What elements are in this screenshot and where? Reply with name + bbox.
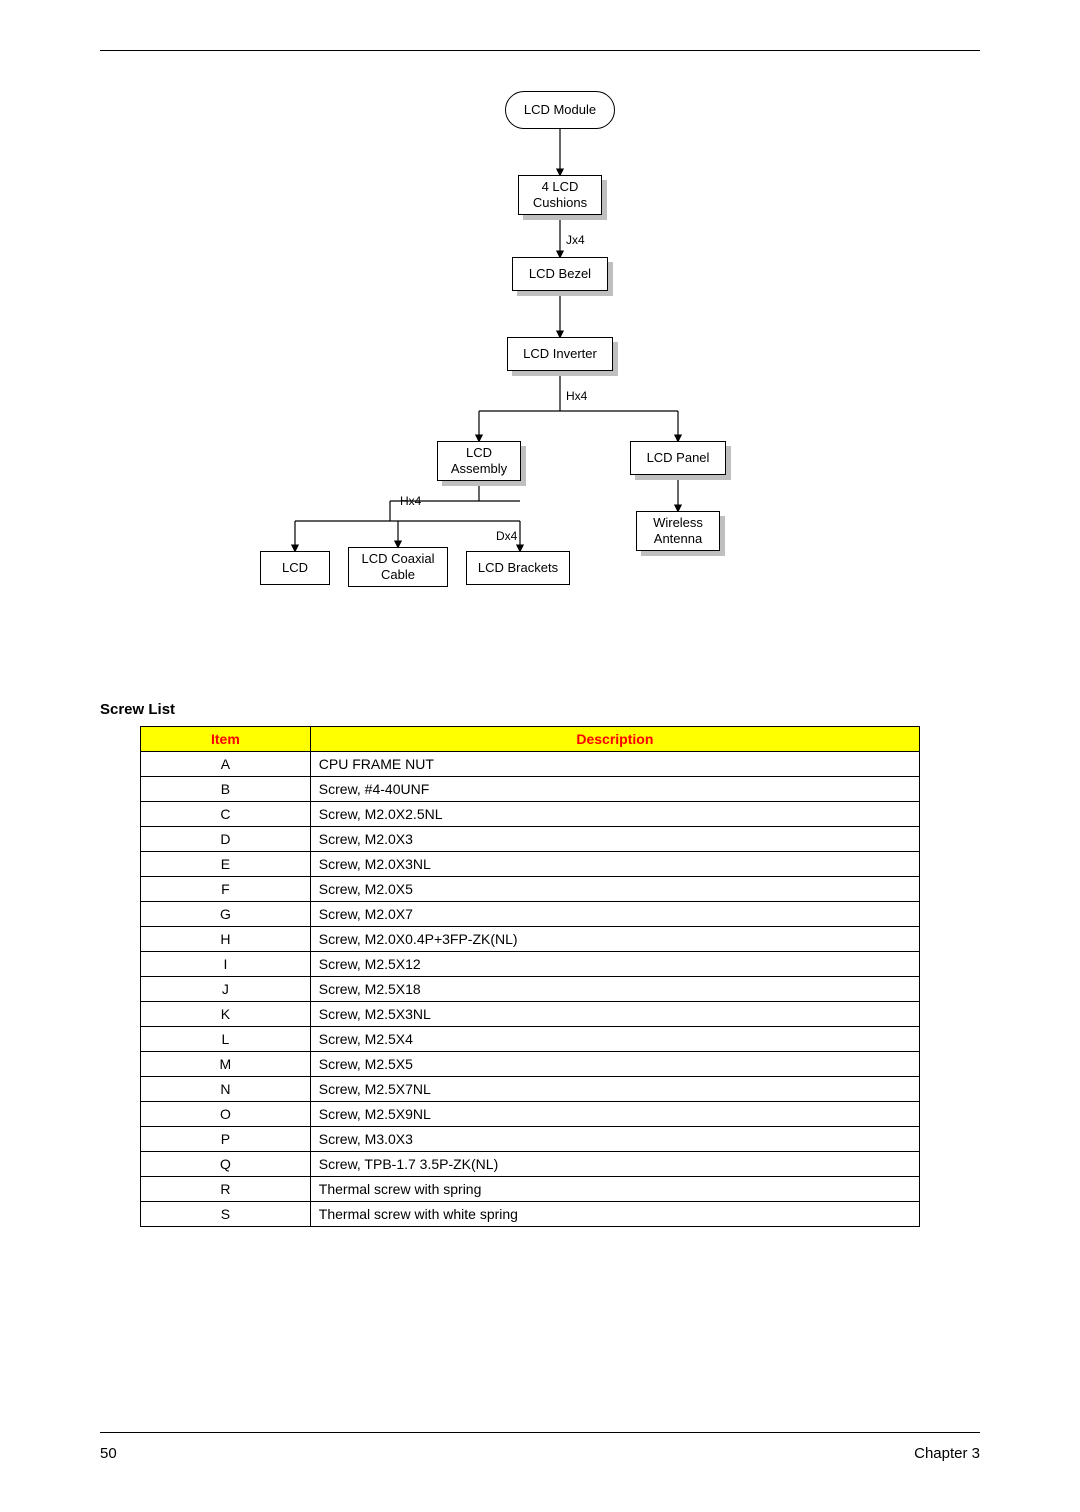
table-row: FScrew, M2.0X5	[141, 877, 920, 902]
edge-label: Jx4	[566, 233, 585, 247]
section-title: Screw List	[100, 701, 980, 718]
item-cell: C	[141, 802, 311, 827]
description-cell: Screw, M2.0X3	[310, 827, 919, 852]
node-panel: LCD Panel	[630, 441, 726, 475]
node-antenna: WirelessAntenna	[636, 511, 720, 551]
item-cell: H	[141, 927, 311, 952]
table-row: ACPU FRAME NUT	[141, 752, 920, 777]
table-row: PScrew, M3.0X3	[141, 1127, 920, 1152]
description-cell: CPU FRAME NUT	[310, 752, 919, 777]
table-row: LScrew, M2.5X4	[141, 1027, 920, 1052]
table-row: EScrew, M2.0X3NL	[141, 852, 920, 877]
page-number: 50	[100, 1445, 117, 1462]
description-cell: Screw, M2.5X3NL	[310, 1002, 919, 1027]
description-cell: Screw, TPB-1.7 3.5P-ZK(NL)	[310, 1152, 919, 1177]
item-cell: J	[141, 977, 311, 1002]
item-cell: I	[141, 952, 311, 977]
description-cell: Screw, M2.5X18	[310, 977, 919, 1002]
node-assembly: LCDAssembly	[437, 441, 521, 481]
description-cell: Thermal screw with spring	[310, 1177, 919, 1202]
item-cell: B	[141, 777, 311, 802]
node-inverter: LCD Inverter	[507, 337, 613, 371]
description-cell: Screw, M2.0X3NL	[310, 852, 919, 877]
item-cell: F	[141, 877, 311, 902]
edge-label: Hx4	[566, 389, 587, 403]
node-cushions: 4 LCDCushions	[518, 175, 602, 215]
item-cell: A	[141, 752, 311, 777]
description-cell: Screw, M2.0X0.4P+3FP-ZK(NL)	[310, 927, 919, 952]
item-cell: E	[141, 852, 311, 877]
table-row: OScrew, M2.5X9NL	[141, 1102, 920, 1127]
lcd-disassembly-flowchart: LCD Module 4 LCDCushions LCD Bezel LCD Inve…	[260, 91, 820, 671]
node-coax: LCD CoaxialCable	[348, 547, 448, 587]
item-cell: S	[141, 1202, 311, 1227]
description-cell: Screw, M2.0X5	[310, 877, 919, 902]
item-cell: Q	[141, 1152, 311, 1177]
table-row: DScrew, M2.0X3	[141, 827, 920, 852]
table-row: KScrew, M2.5X3NL	[141, 1002, 920, 1027]
table-row: CScrew, M2.0X2.5NL	[141, 802, 920, 827]
item-cell: R	[141, 1177, 311, 1202]
footer-rule	[100, 1432, 980, 1433]
chapter-label: Chapter 3	[914, 1445, 980, 1462]
table-row: NScrew, M2.5X7NL	[141, 1077, 920, 1102]
table-row: GScrew, M2.0X7	[141, 902, 920, 927]
node-brackets: LCD Brackets	[466, 551, 570, 585]
table-row: IScrew, M2.5X12	[141, 952, 920, 977]
description-cell: Screw, M2.5X12	[310, 952, 919, 977]
item-cell: N	[141, 1077, 311, 1102]
description-cell: Screw, M2.5X9NL	[310, 1102, 919, 1127]
page: LCD Module 4 LCDCushions LCD Bezel LCD Inve…	[0, 0, 1080, 1512]
table-row: BScrew, #4-40UNF	[141, 777, 920, 802]
item-cell: P	[141, 1127, 311, 1152]
item-cell: O	[141, 1102, 311, 1127]
screw-list-table: ItemDescription ACPU FRAME NUTBScrew, #4…	[140, 726, 920, 1227]
node-lcd: LCD	[260, 551, 330, 585]
description-cell: Screw, M3.0X3	[310, 1127, 919, 1152]
item-cell: L	[141, 1027, 311, 1052]
table-row: RThermal screw with spring	[141, 1177, 920, 1202]
node-lcd-module: LCD Module	[505, 91, 615, 129]
column-header: Item	[141, 727, 311, 752]
table-row: HScrew, M2.0X0.4P+3FP-ZK(NL)	[141, 927, 920, 952]
edge-label: Dx4	[496, 529, 517, 543]
item-cell: G	[141, 902, 311, 927]
top-rule	[100, 50, 980, 51]
description-cell: Screw, M2.0X7	[310, 902, 919, 927]
page-footer: 50 Chapter 3	[100, 1432, 980, 1462]
description-cell: Screw, M2.0X2.5NL	[310, 802, 919, 827]
table-row: SThermal screw with white spring	[141, 1202, 920, 1227]
description-cell: Thermal screw with white spring	[310, 1202, 919, 1227]
table-row: MScrew, M2.5X5	[141, 1052, 920, 1077]
table-row: JScrew, M2.5X18	[141, 977, 920, 1002]
item-cell: M	[141, 1052, 311, 1077]
table-header-row: ItemDescription	[141, 727, 920, 752]
item-cell: K	[141, 1002, 311, 1027]
item-cell: D	[141, 827, 311, 852]
diagram-container: LCD Module 4 LCDCushions LCD Bezel LCD Inve…	[100, 91, 980, 671]
description-cell: Screw, M2.5X5	[310, 1052, 919, 1077]
description-cell: Screw, #4-40UNF	[310, 777, 919, 802]
node-bezel: LCD Bezel	[512, 257, 608, 291]
table-row: QScrew, TPB-1.7 3.5P-ZK(NL)	[141, 1152, 920, 1177]
column-header: Description	[310, 727, 919, 752]
edge-label: Hx4	[400, 494, 421, 508]
description-cell: Screw, M2.5X4	[310, 1027, 919, 1052]
description-cell: Screw, M2.5X7NL	[310, 1077, 919, 1102]
